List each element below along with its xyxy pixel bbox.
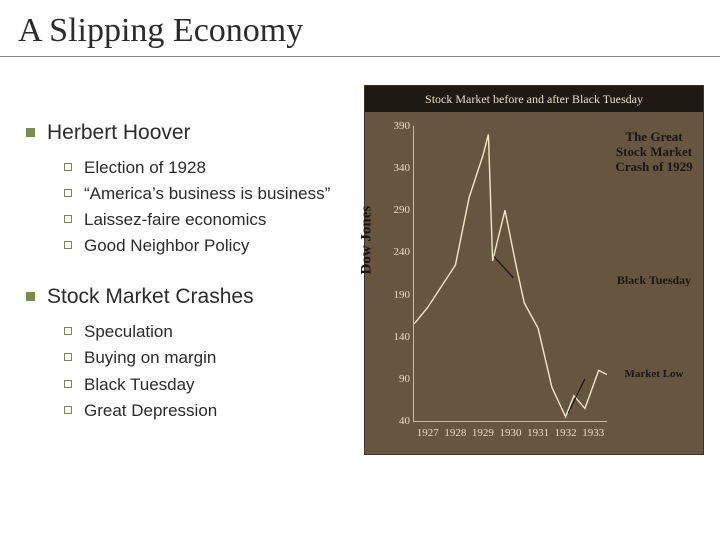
list-item: Laissez-faire economics	[64, 209, 358, 231]
hollow-square-icon	[64, 241, 72, 249]
item-text: “America’s business is business”	[84, 183, 330, 205]
item-text: Election of 1928	[84, 157, 206, 179]
x-tick-label: 1929	[468, 427, 498, 439]
x-tick-label: 1930	[496, 427, 526, 439]
y-tick-label: 390	[384, 120, 410, 132]
square-bullet-icon	[26, 128, 35, 137]
hollow-square-icon	[64, 327, 72, 335]
list-item: Black Tuesday	[64, 374, 358, 396]
y-tick-label: 240	[384, 246, 410, 258]
y-tick-label: 190	[384, 289, 410, 301]
section-heading-row: Stock Market Crashes	[8, 285, 358, 309]
y-tick-label: 40	[384, 415, 410, 427]
chart-title: Stock Market before and after Black Tues…	[365, 86, 703, 112]
item-text: Black Tuesday	[84, 374, 195, 396]
y-tick-label: 90	[384, 373, 410, 385]
sub-list-0: Election of 1928 “America’s business is …	[8, 157, 358, 257]
hollow-square-icon	[64, 380, 72, 388]
y-tick-label: 140	[384, 331, 410, 343]
sub-list-1: Speculation Buying on margin Black Tuesd…	[8, 321, 358, 421]
item-text: Laissez-faire economics	[84, 209, 266, 231]
annotation-black-tuesday: Black Tuesday	[609, 274, 699, 288]
item-text: Speculation	[84, 321, 173, 343]
chart-column: Stock Market before and after Black Tues…	[364, 85, 712, 455]
y-tick-label: 290	[384, 204, 410, 216]
section-heading-row: Herbert Hoover	[8, 121, 358, 145]
hollow-square-icon	[64, 353, 72, 361]
annotation-market-low: Market Low	[609, 368, 699, 381]
section-heading: Herbert Hoover	[47, 121, 191, 145]
stock-chart: Stock Market before and after Black Tues…	[364, 85, 704, 455]
content-area: Herbert Hoover Election of 1928 “America…	[0, 85, 720, 455]
list-item: Election of 1928	[64, 157, 358, 179]
list-item: Great Depression	[64, 400, 358, 422]
section-0: Herbert Hoover Election of 1928 “America…	[8, 121, 358, 257]
title-bar: A Slipping Economy	[0, 0, 720, 57]
slide-title: A Slipping Economy	[18, 12, 702, 50]
square-bullet-icon	[26, 292, 35, 301]
hollow-square-icon	[64, 406, 72, 414]
x-tick-label: 1933	[578, 427, 608, 439]
x-tick-label: 1928	[440, 427, 470, 439]
list-item: Speculation	[64, 321, 358, 343]
plot-area: 4090140190240290340390192719281929193019…	[413, 126, 607, 422]
hollow-square-icon	[64, 163, 72, 171]
section-1: Stock Market Crashes Speculation Buying …	[8, 285, 358, 421]
hollow-square-icon	[64, 215, 72, 223]
y-axis-label: Dow Jones	[359, 206, 376, 275]
list-item: “America’s business is business”	[64, 183, 358, 205]
bullet-column: Herbert Hoover Election of 1928 “America…	[8, 85, 358, 455]
item-text: Buying on margin	[84, 347, 216, 369]
annotation-crash-title: The Great Stock Market Crash of 1929	[609, 130, 699, 175]
y-tick-label: 340	[384, 162, 410, 174]
x-tick-label: 1927	[413, 427, 443, 439]
item-text: Great Depression	[84, 400, 217, 422]
line-chart-svg	[414, 126, 607, 421]
x-tick-label: 1931	[523, 427, 553, 439]
section-heading: Stock Market Crashes	[47, 285, 254, 309]
list-item: Good Neighbor Policy	[64, 235, 358, 257]
list-item: Buying on margin	[64, 347, 358, 369]
item-text: Good Neighbor Policy	[84, 235, 249, 257]
x-tick-label: 1932	[551, 427, 581, 439]
hollow-square-icon	[64, 189, 72, 197]
